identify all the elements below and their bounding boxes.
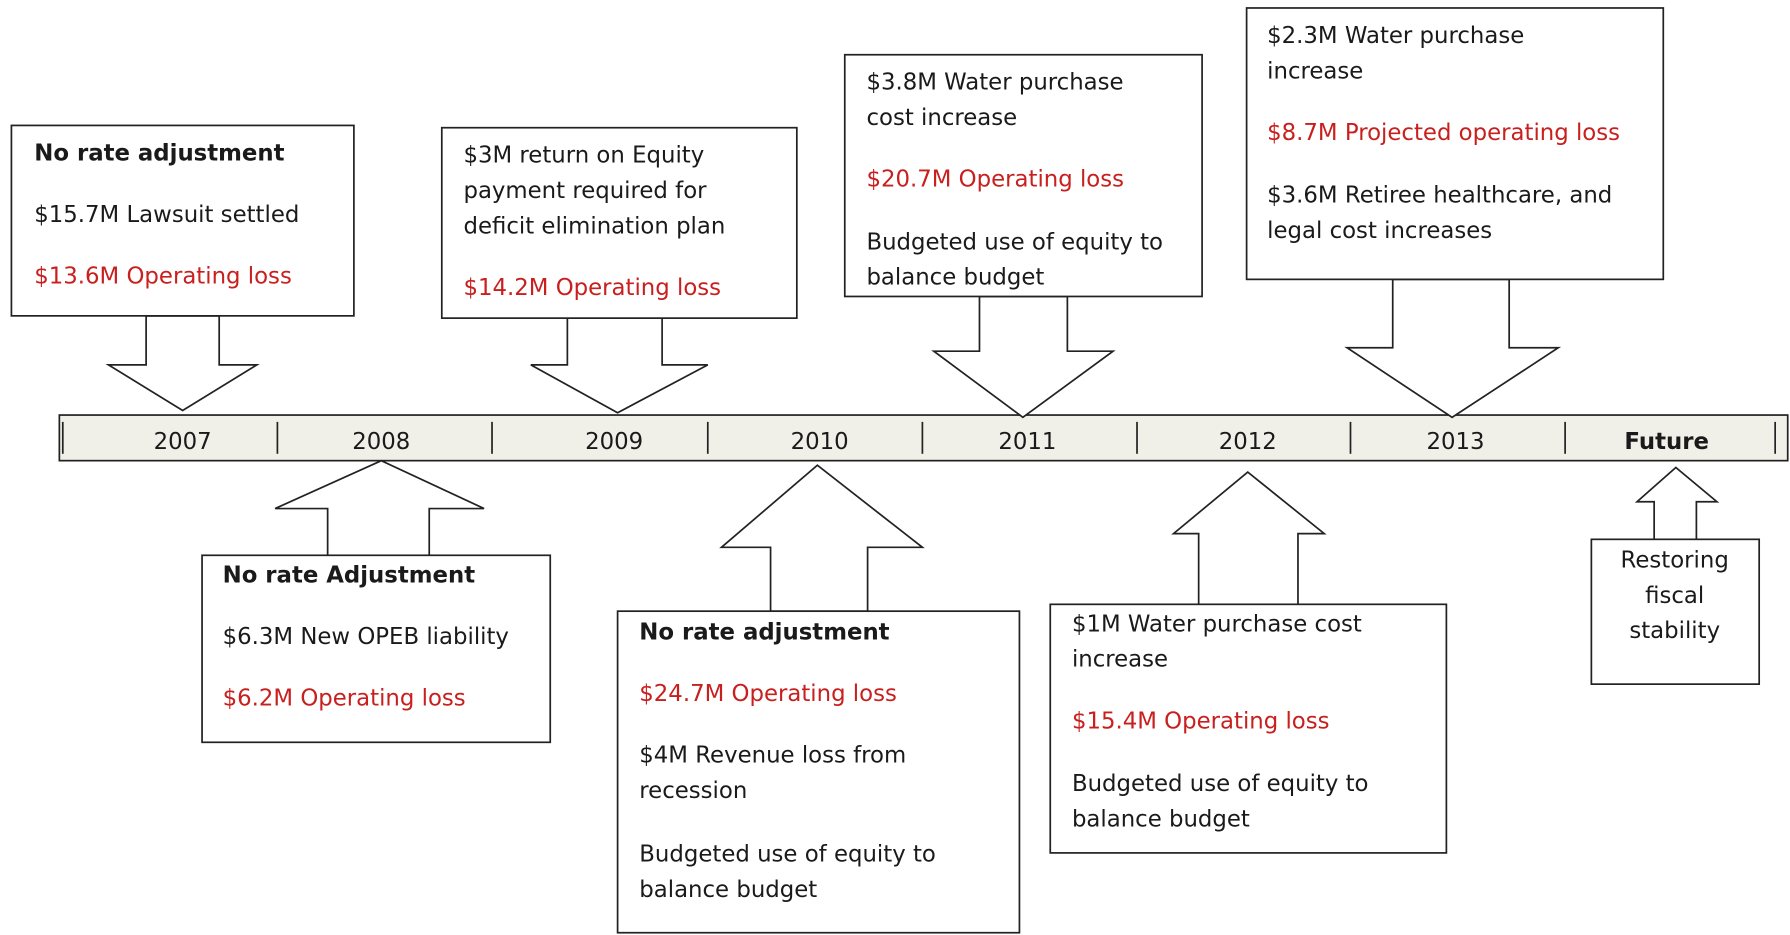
- callout-text: $4M Revenue loss from: [639, 742, 906, 768]
- arrow: [1634, 466, 1720, 541]
- callout-box: [1590, 538, 1761, 686]
- callout-text: Budgeted use of equity to: [1072, 771, 1369, 797]
- arrow: [1344, 278, 1562, 419]
- callout-box: [616, 610, 1021, 934]
- year-label: 2012: [1219, 429, 1277, 455]
- callout-text: increase: [1072, 647, 1168, 673]
- callout-text: $3.8M Water purchase: [866, 70, 1123, 96]
- callout-text: $8.7M Projected operating loss: [1267, 120, 1620, 146]
- callout-text: fiscal: [1645, 583, 1704, 609]
- callout-box: [10, 124, 355, 317]
- callout-text: Budgeted use of equity to: [639, 842, 936, 868]
- callout-text: $2.3M Water purchase: [1267, 23, 1524, 49]
- callout-text: $1M Water purchase cost: [1072, 611, 1362, 637]
- callout-text: cost increase: [866, 105, 1017, 131]
- callout-text: $6.2M Operating loss: [223, 685, 466, 711]
- callout-text: legal cost increases: [1267, 218, 1492, 244]
- callout-box: [1049, 603, 1448, 854]
- callout-text: Budgeted use of equity to: [866, 229, 1163, 255]
- callout-box: [843, 53, 1203, 298]
- arrow: [1171, 470, 1327, 606]
- callout-text: $6.3M New OPEB liability: [223, 624, 509, 650]
- callout-text: $20.7M Operating loss: [866, 167, 1124, 193]
- year-label: 2013: [1426, 429, 1484, 455]
- callout-text: $3M return on Equity: [463, 143, 704, 169]
- callout-text: No rate adjustment: [639, 619, 889, 645]
- arrow: [274, 459, 485, 557]
- timeline-bar: [58, 414, 1789, 462]
- callout-text: $3.6M Retiree healthcare, and: [1267, 183, 1612, 209]
- callout-text: increase: [1267, 58, 1363, 84]
- arrow: [931, 295, 1116, 419]
- year-label: Future: [1624, 429, 1709, 455]
- callout-text: balance budget: [1072, 806, 1250, 832]
- callout-text: $14.2M Operating loss: [463, 275, 721, 301]
- callout-text: No rate adjustment: [34, 140, 284, 166]
- callout-text: balance budget: [866, 265, 1044, 291]
- callout-text: recession: [639, 778, 747, 804]
- year-label: 2008: [352, 429, 410, 455]
- callout-text: $13.6M Operating loss: [34, 264, 292, 290]
- callout-text: payment required for: [463, 178, 707, 204]
- callout-box: [1245, 7, 1665, 281]
- year-label: 2011: [998, 429, 1056, 455]
- callout-box: [440, 126, 798, 319]
- callout-text: Restoring: [1621, 548, 1729, 574]
- callout-text: $15.4M Operating loss: [1072, 708, 1330, 734]
- callout-text: $24.7M Operating loss: [639, 681, 897, 707]
- callout-text: No rate Adjustment: [223, 562, 476, 588]
- callout-text: $15.7M Lawsuit settled: [34, 202, 299, 228]
- callout-text: stability: [1629, 618, 1720, 644]
- callout-text: deficit elimination plan: [463, 213, 725, 239]
- arrow: [105, 314, 260, 412]
- year-label: 2007: [154, 429, 212, 455]
- arrow: [530, 317, 709, 414]
- callout-text: balance budget: [639, 877, 817, 903]
- year-label: 2009: [585, 429, 643, 455]
- year-label: 2010: [791, 429, 849, 455]
- arrow: [719, 464, 925, 613]
- callout-box: [201, 554, 552, 744]
